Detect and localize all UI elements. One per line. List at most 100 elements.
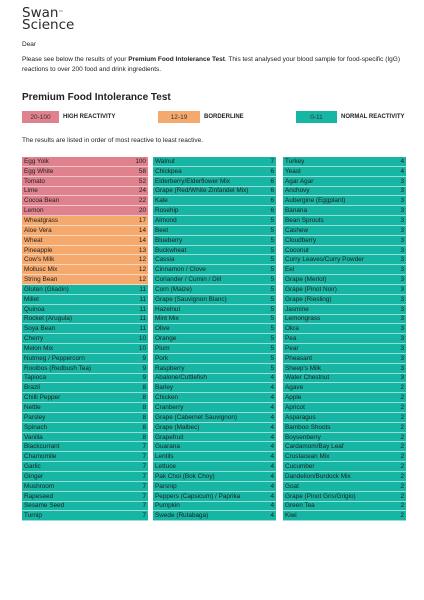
food-name: Pear: [285, 344, 299, 352]
result-row: Grape (Pinot Gris/Grigio) 2: [283, 491, 406, 502]
result-row: Tomato 52: [22, 176, 148, 187]
ordering-note: The results are listed in order of most …: [22, 137, 203, 144]
reactivity-score: 3: [400, 276, 404, 284]
reactivity-score: 5: [270, 236, 274, 244]
reactivity-score: 2: [400, 492, 404, 500]
reactivity-score: 2: [400, 433, 404, 441]
reactivity-score: 12: [138, 276, 146, 284]
food-name: Chilli Pepper: [24, 394, 61, 402]
result-row: Sesame Seed 7: [22, 501, 148, 512]
food-name: Parsley: [24, 413, 46, 421]
food-name: Grape (Pinot Gris/Grigio): [285, 492, 356, 500]
reactivity-score: 4: [270, 384, 274, 392]
food-name: Sesame Seed: [24, 502, 65, 510]
intro-paragraph: Please see below the results of your Pre…: [22, 55, 407, 74]
food-name: Grape (Cabernet Sauvignon): [155, 413, 238, 421]
food-name: Turkey: [285, 157, 305, 165]
food-name: Cherry: [24, 335, 44, 343]
result-row: Cranberry 4: [153, 403, 276, 413]
result-row: Cardamom/Bay Leaf 2: [283, 442, 406, 453]
legend-normal-swatch: 0-11: [296, 111, 337, 123]
food-name: Quinoa: [24, 305, 45, 313]
result-row: Dandelion/Burdock Mix 2: [283, 472, 406, 482]
reactivity-score: 8: [142, 413, 146, 421]
food-name: Egg White: [24, 167, 54, 175]
result-row: Chickpea 6: [153, 166, 276, 177]
reactivity-score: 7: [142, 492, 146, 500]
result-row: Rosehip 6: [153, 206, 276, 217]
reactivity-score: 4: [270, 423, 274, 431]
reactivity-score: 3: [400, 226, 404, 234]
result-row: Jasmine 3: [283, 304, 406, 315]
legend-high: 20-100 HIGH REACTIVITY: [22, 111, 115, 123]
food-name: Asparagus: [285, 413, 316, 421]
food-name: Wheat: [24, 236, 43, 244]
food-name: Cassia: [155, 256, 175, 264]
food-name: Vanilla: [24, 433, 43, 441]
food-name: Pheasant: [285, 354, 313, 362]
result-row: Eel 3: [283, 265, 406, 276]
result-row: Elderberry/Elderflower Mix 6: [153, 176, 276, 187]
result-row: Soya Bean 11: [22, 324, 148, 335]
food-name: Buckwheat: [155, 246, 187, 254]
result-row: Parsnip 4: [153, 481, 276, 492]
result-row: Cocoa Bean 22: [22, 196, 148, 207]
reactivity-score: 7: [142, 512, 146, 520]
reactivity-score: 17: [138, 216, 146, 224]
reactivity-score: 5: [270, 276, 274, 284]
result-row: Buckwheat 5: [153, 245, 276, 256]
food-name: Orange: [155, 335, 177, 343]
result-row: Wheat 14: [22, 235, 148, 246]
reactivity-score: 3: [400, 256, 404, 264]
result-row: Pork 5: [153, 353, 276, 364]
result-row: Rapeseed 7: [22, 491, 148, 502]
food-name: Swede (Rutabaga): [155, 512, 209, 520]
reactivity-score: 2: [400, 443, 404, 451]
reactivity-score: 4: [270, 492, 274, 500]
result-row: Pheasant 3: [283, 353, 406, 364]
result-row: Raspberry 5: [153, 363, 276, 374]
reactivity-score: 3: [400, 295, 404, 303]
food-name: Chicken: [155, 394, 179, 402]
reactivity-score: 13: [138, 246, 146, 254]
food-name: Agave: [285, 384, 304, 392]
food-name: Mint Mix: [155, 315, 179, 323]
legend-normal: 0-11 NORMAL REACTIVITY: [296, 111, 405, 123]
result-row: Ginger 7: [22, 472, 148, 482]
legend-high-label: HIGH REACTIVITY: [63, 114, 116, 120]
result-row: Grape (Red/White Zinfandel Mix) 6: [153, 186, 276, 197]
reactivity-score: 4: [270, 433, 274, 441]
reactivity-score: 5: [270, 354, 274, 362]
food-name: Gluten (Gliadin): [24, 285, 69, 293]
result-row: Mollusc Mix 12: [22, 265, 148, 276]
result-row: String Bean 12: [22, 275, 148, 285]
reactivity-score: 5: [270, 246, 274, 254]
food-name: Garlic: [24, 463, 41, 471]
result-row: Cucumber 2: [283, 462, 406, 472]
reactivity-score: 12: [138, 266, 146, 274]
reactivity-score: 9: [142, 354, 146, 362]
result-row: Pineapple 13: [22, 245, 148, 256]
result-row: Grape (Sauvignon Blanc) 5: [153, 294, 276, 305]
result-row: Abalone/Cuttlefish 4: [153, 373, 276, 384]
reactivity-score: 4: [400, 157, 404, 165]
food-name: Grape (Sauvignon Blanc): [155, 295, 227, 303]
food-name: Cranberry: [155, 404, 184, 412]
food-name: Cloudberry: [285, 236, 317, 244]
result-row: Okra 3: [283, 324, 406, 335]
reactivity-score: 3: [400, 305, 404, 313]
result-row: Mushroom 7: [22, 481, 148, 492]
food-name: Pork: [155, 354, 169, 362]
result-row: Chilli Pepper 8: [22, 393, 148, 404]
result-row: Aubergine (Eggplant) 3: [283, 196, 406, 207]
result-row: Plum 5: [153, 344, 276, 354]
result-row: Blueberry 5: [153, 235, 276, 246]
food-name: Rosehip: [155, 207, 179, 215]
result-row: Goat 2: [283, 481, 406, 492]
food-name: Coconut: [285, 246, 309, 254]
result-row: Walnut 7: [153, 157, 276, 167]
reactivity-score: 11: [139, 295, 146, 303]
result-row: Grape (Pinot Noir) 3: [283, 284, 406, 295]
result-row: Sheep's Milk 3: [283, 363, 406, 374]
food-name: Grapefruit: [155, 433, 184, 441]
